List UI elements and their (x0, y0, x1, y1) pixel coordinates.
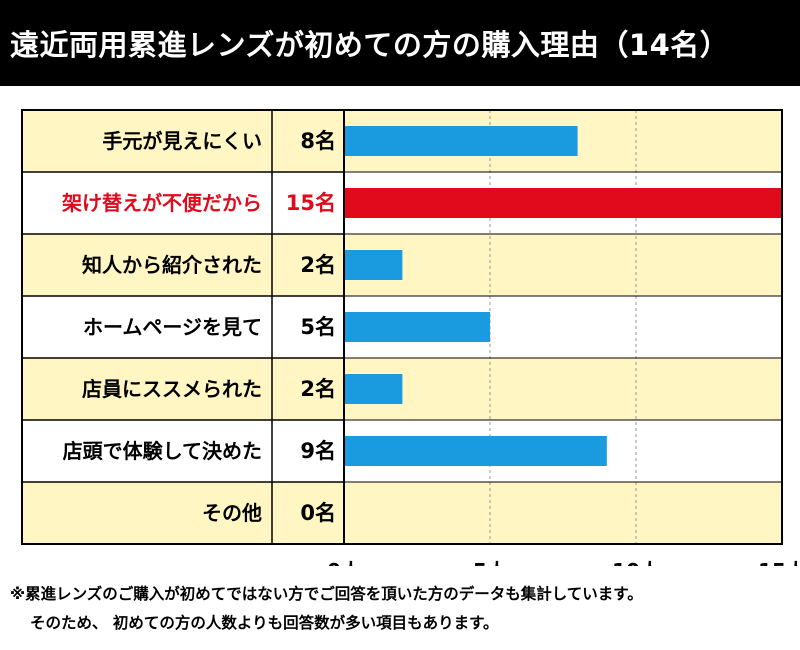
value-label: 2名 (300, 253, 336, 277)
footnote-line-2: そのため、 初めての方の人数よりも回答数が多い項目もあります。 (30, 614, 499, 632)
x-tick-label: 0人 (327, 559, 362, 566)
bar (344, 436, 607, 466)
footnote-line-1: ※累進レンズのご購入が初めてではない方でご回答を頂いた方のデータも集計しています… (10, 585, 643, 603)
value-label: 9名 (300, 439, 336, 463)
value-label: 5名 (300, 315, 336, 339)
category-label: 知人から紹介された (82, 253, 262, 277)
category-label: 手元が見えにくい (102, 129, 262, 153)
bar (344, 126, 578, 156)
value-label: 0名 (300, 501, 336, 525)
row-background (22, 482, 782, 544)
chart-frame (21, 109, 783, 545)
bar (344, 188, 782, 218)
bar (344, 312, 490, 342)
x-tick-label: 10人 (612, 559, 661, 566)
category-label: ホームページを見て (83, 315, 262, 339)
category-label: 店頭で体験して決めた (63, 439, 262, 463)
x-tick-label: 5人 (473, 559, 508, 566)
footnote: ※累進レンズのご購入が初めてではない方でご回答を頂いた方のデータも集計しています… (10, 580, 790, 638)
x-tick-label: 15人 (758, 559, 800, 566)
value-label: 2名 (300, 377, 336, 401)
category-label: 架け替えが不便だから (62, 191, 262, 215)
category-label: 店員にススメられた (82, 377, 262, 401)
value-label: 15名 (286, 191, 336, 215)
category-label: その他 (202, 501, 262, 525)
chart-title: 遠近両用累進レンズが初めての方の購入理由（14名） (0, 0, 800, 86)
bar (344, 374, 403, 404)
value-label: 8名 (300, 129, 336, 153)
bar (344, 250, 403, 280)
